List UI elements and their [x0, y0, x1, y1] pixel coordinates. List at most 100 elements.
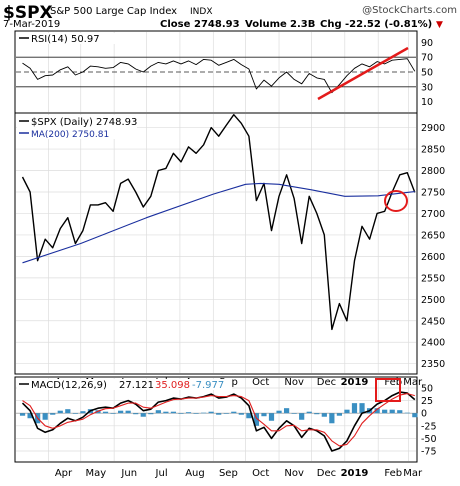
symbol: $SPX [3, 3, 53, 23]
month-label: Feb [384, 377, 402, 388]
price-y-tick-label: 2350 [421, 359, 445, 370]
histogram-bar [374, 408, 380, 414]
price-y-tick-label: 2750 [421, 187, 445, 198]
month-label-bottom: Jul [155, 468, 168, 479]
rsi-y-tick-label: 30 [421, 82, 433, 93]
month-label-bottom: Apr [55, 468, 73, 479]
rsi-trendline-annotation [317, 46, 409, 101]
rsi-legend-bg [17, 33, 122, 44]
price-y-tick-label: 2800 [421, 166, 445, 177]
month-label-bottom: 2019 [341, 468, 369, 479]
histogram-bar [42, 413, 48, 420]
histogram-bar [80, 411, 86, 414]
histogram-bar [389, 409, 395, 414]
month-label: Dec [317, 377, 336, 388]
histogram-bar [185, 412, 192, 414]
macd-y-tick-label: -25 [421, 421, 437, 432]
volume-label: Volume [245, 19, 287, 30]
histogram-bar [102, 411, 109, 414]
chg-label: Chg [320, 19, 342, 30]
histogram-bar [261, 413, 267, 417]
month-label-bottom: Mar [403, 468, 423, 479]
close-label: Close [160, 19, 191, 30]
histogram-bar [344, 409, 350, 414]
macd-y-tick-label: -50 [421, 434, 437, 445]
security-name: S&P 500 Large Cap Index [50, 6, 177, 17]
macd-y-tick-label: 0 [421, 409, 427, 420]
price-y-tick-label: 2550 [421, 273, 445, 284]
series-lines [21, 58, 416, 452]
histogram-bar [268, 413, 275, 421]
macd-legend-value: 27.121 [119, 380, 154, 391]
histogram-bar [283, 408, 290, 414]
histogram-bar [238, 413, 244, 415]
price-legend-bg [17, 115, 137, 139]
histogram-bar [314, 413, 320, 415]
histogram-bar [216, 413, 222, 415]
month-label-bottom: Oct [252, 468, 269, 479]
price-y-tick-label: 2700 [421, 209, 445, 220]
histogram-bar [27, 413, 33, 419]
price-line [21, 113, 416, 331]
histogram-bar [19, 413, 26, 416]
rsi-legend-text: RSI(14) 50.97 [31, 34, 100, 45]
histogram-bar [163, 411, 169, 414]
chg-down-arrow-icon: ▼ [436, 20, 443, 30]
rsi-legend: RSI(14) 50.97 [17, 33, 122, 45]
month-label-bottom: May [85, 468, 106, 479]
histogram-legend-value: -7.977 [192, 380, 224, 391]
macd-line [21, 391, 416, 452]
histogram-bar [382, 409, 388, 414]
price-circle-annotation [384, 190, 408, 212]
month-label-bottom: Jun [120, 468, 137, 479]
histogram-bar [170, 411, 177, 414]
price-y-tick-label: 2850 [421, 145, 445, 156]
chg-value: -22.52 (-0.81%) [345, 19, 432, 30]
month-label: Nov [284, 377, 304, 388]
rsi-y-tick-label: 90 [421, 38, 433, 49]
histogram-bar [404, 412, 410, 414]
histogram-bar [178, 413, 184, 414]
histogram-bar [276, 410, 282, 414]
signal-line [22, 393, 415, 447]
histogram-bar [148, 413, 154, 415]
histogram-bar [336, 413, 343, 416]
month-label: Mar [403, 377, 423, 388]
histogram-bar [125, 410, 131, 414]
month-label: 2019 [341, 377, 369, 388]
histogram-bar [412, 413, 418, 418]
histogram-bar [118, 410, 124, 414]
macd-legend-prefix: MACD(12,26,9) [31, 380, 107, 391]
watermark: @StockCharts.com [362, 5, 457, 16]
macd-y-tick-label: 50 [421, 384, 433, 395]
rsi-y-tick-label: 50 [421, 68, 433, 79]
histogram-bar [140, 413, 146, 417]
month-label-bottom: Nov [284, 468, 304, 479]
price-y-tick-label: 2400 [421, 338, 445, 349]
macd-crossover-box-annotation [375, 378, 401, 402]
histogram-bar [201, 412, 207, 414]
price-legend-text: $SPX (Daily) 2748.93 [31, 117, 137, 128]
histogram-bar [208, 411, 214, 414]
month-label-bottom: Aug [185, 468, 205, 479]
histogram-bar [253, 413, 260, 426]
histogram-bar [351, 403, 358, 414]
price-y-tick-label: 2900 [421, 123, 445, 134]
month-label: Oct [252, 377, 269, 388]
chart-date: 7-Mar-2019 [3, 19, 60, 30]
histogram-bar [321, 413, 327, 417]
macd-legend: MACD(12,26,9) 27.121 35.098 -7.977 [17, 379, 232, 391]
histogram-bar [246, 413, 252, 419]
month-label-bottom: Feb [384, 468, 402, 479]
macd-legend-bg [17, 379, 232, 390]
histogram-bar [57, 410, 63, 414]
signal-legend-value: 35.098 [155, 380, 190, 391]
histogram-bar [193, 413, 199, 414]
ma200-line [22, 182, 415, 264]
histogram-bar [397, 410, 403, 414]
month-label-bottom: Dec [317, 468, 336, 479]
macd-y-tick-label: -75 [421, 446, 437, 457]
histogram-bar [329, 413, 335, 424]
